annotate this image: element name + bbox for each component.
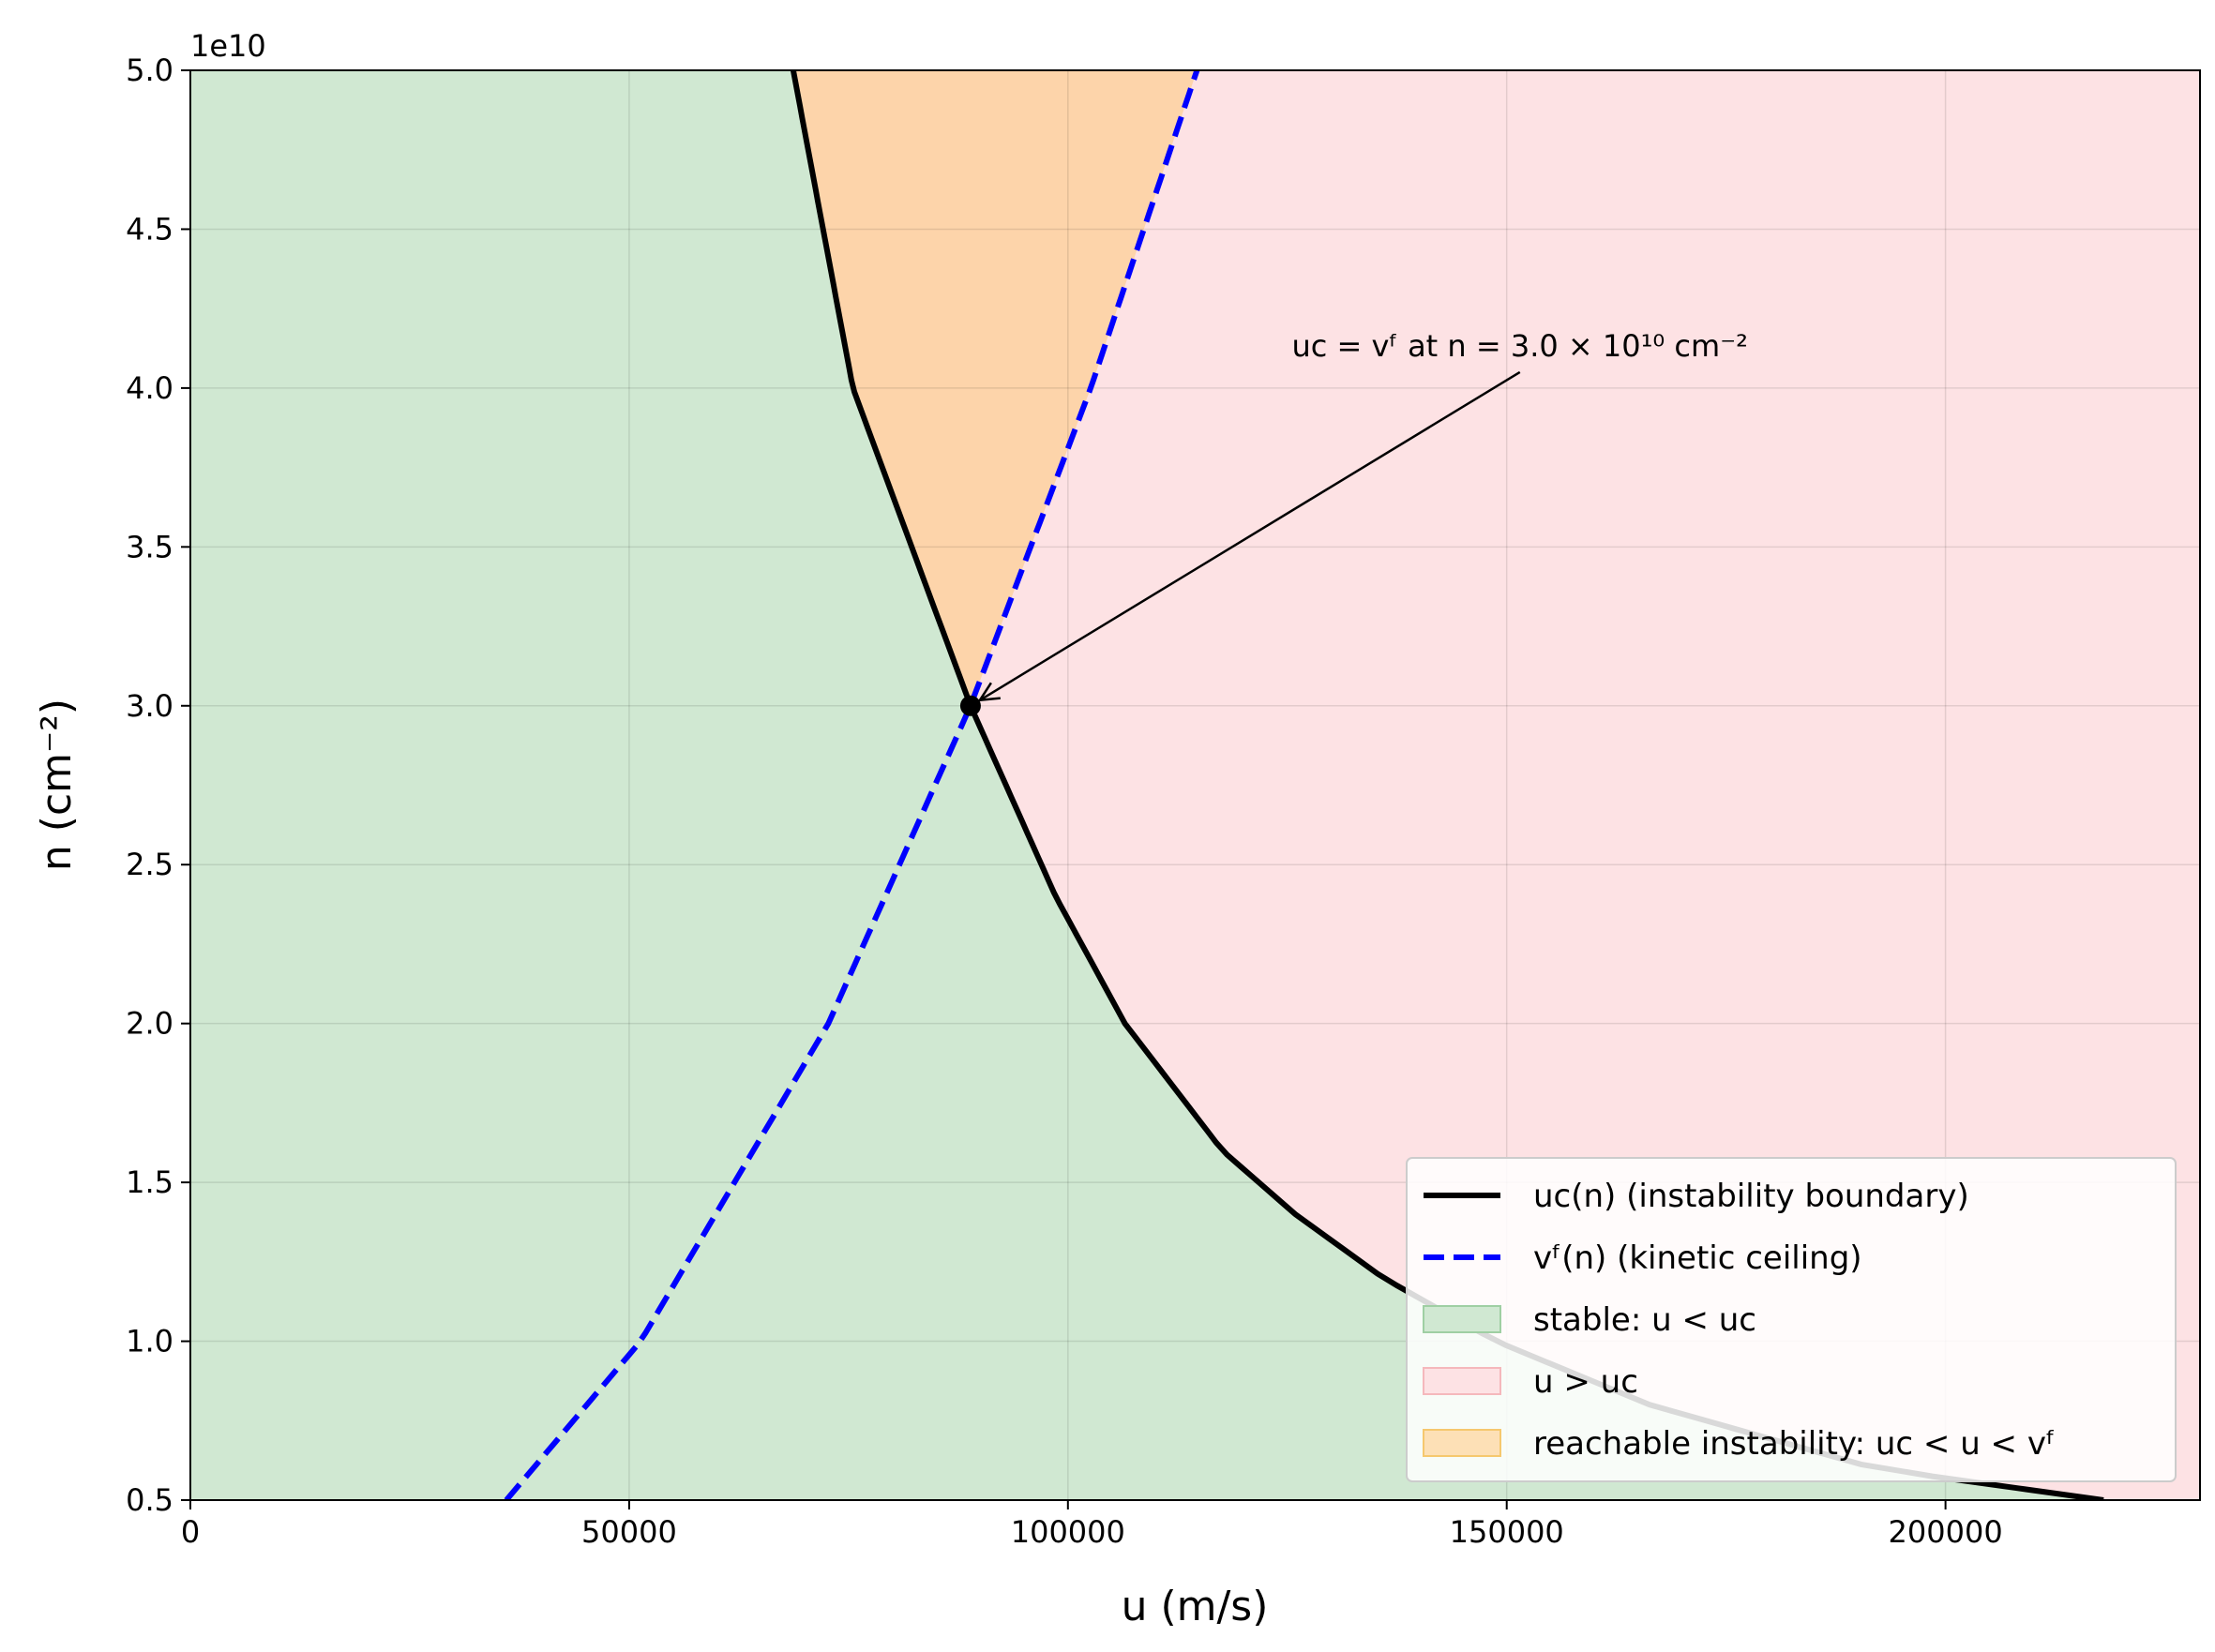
- plot-frame: [189, 69, 2201, 1501]
- x-tick-label: 150000: [1450, 1514, 1564, 1550]
- legend: uᴄ(n) (instability boundary) vᶠ(n) (kinet…: [1406, 1157, 2177, 1482]
- x-tick-label: 50000: [581, 1514, 677, 1550]
- y-tick-label: 3.0: [126, 688, 173, 724]
- series-vf-line: [504, 70, 1200, 1500]
- series-uc-line: [790, 70, 2104, 1500]
- axis-ticks: 0 50000 100000 150000 200000 0.5 1.0 1.5 2.0 2.5 3…: [126, 53, 2003, 1550]
- y-tick-label: 1.5: [126, 1164, 173, 1200]
- legend-item-stable-label: stable: u < uᴄ: [1533, 1301, 1756, 1339]
- y-tick-label: 2.5: [126, 847, 173, 882]
- annotation-arrow-head: [977, 682, 1001, 702]
- legend-item-uc-label: uᴄ(n) (instability boundary): [1533, 1178, 1969, 1215]
- region-unstable: [792, 70, 2200, 1500]
- annotation: uᴄ = vᶠ at n = 3.0 × 10¹⁰ cm⁻²: [959, 328, 1748, 716]
- annotation-text: uᴄ = vᶠ at n = 3.0 × 10¹⁰ cm⁻²: [1291, 328, 1747, 364]
- legend-item-unstable-label: u > uᴄ: [1533, 1363, 1638, 1401]
- y-offset-label: 1e10: [190, 28, 266, 64]
- legend-item-stable-swatch: [1423, 1305, 1501, 1333]
- region-reachable-instability: [792, 70, 1198, 702]
- legend-item-vf-label: vᶠ(n) (kinetic ceiling): [1533, 1239, 1862, 1277]
- legend-item-reachable-swatch: [1423, 1429, 1501, 1457]
- y-tick-label: 5.0: [126, 53, 173, 88]
- fill-regions: [190, 70, 2200, 1500]
- series-lines: [504, 70, 2104, 1500]
- y-tick-label: 3.5: [126, 529, 173, 564]
- intersection-marker: [959, 695, 981, 716]
- legend-box: [1406, 1157, 2177, 1482]
- y-tick-label: 0.5: [126, 1482, 173, 1518]
- y-tick-label: 4.0: [126, 370, 173, 406]
- x-axis-label: u (m/s): [1122, 1583, 1269, 1630]
- y-tick-label: 1.0: [126, 1324, 173, 1359]
- legend-item-unstable-swatch: [1423, 1367, 1501, 1395]
- y-axis-label: n (cm⁻²): [33, 698, 81, 871]
- x-tick-label: 200000: [1889, 1514, 2003, 1550]
- x-tick-label: 0: [181, 1514, 200, 1550]
- x-tick-label: 100000: [1011, 1514, 1125, 1550]
- y-tick-label: 2.0: [126, 1006, 173, 1042]
- annotation-arrow-shaft: [979, 370, 1521, 701]
- y-tick-label: 4.5: [126, 211, 173, 247]
- legend-item-reachable-label: reachable instability: uᴄ < u < vᶠ: [1533, 1425, 2056, 1463]
